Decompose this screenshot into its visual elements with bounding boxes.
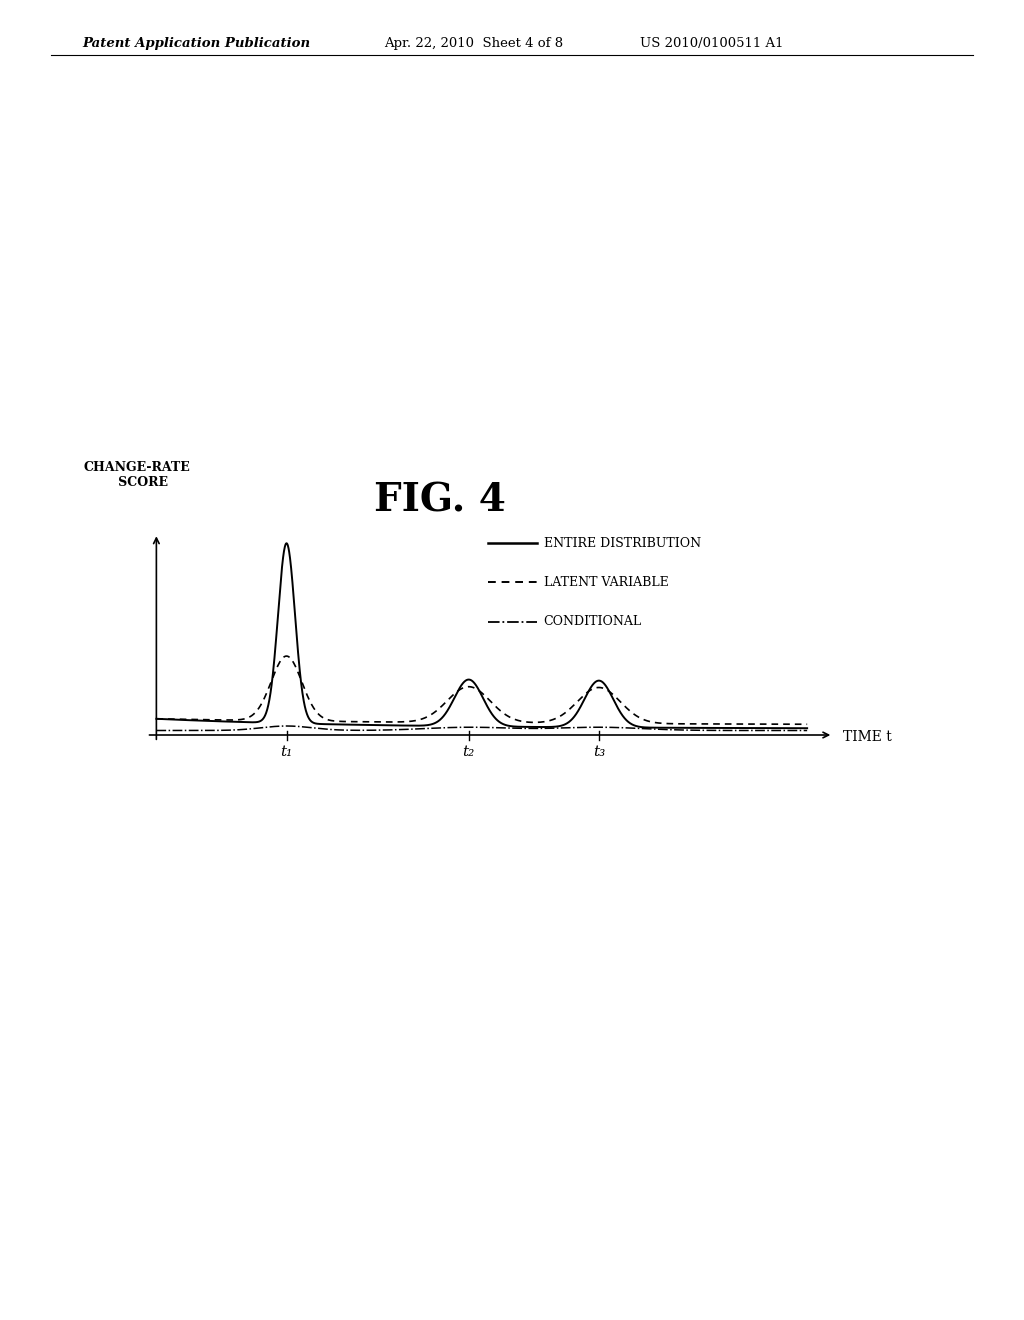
Text: t₃: t₃ bbox=[593, 744, 605, 759]
Text: LATENT VARIABLE: LATENT VARIABLE bbox=[544, 576, 669, 589]
Text: FIG. 4: FIG. 4 bbox=[375, 482, 506, 520]
Text: TIME t: TIME t bbox=[843, 730, 892, 743]
Text: ENTIRE DISTRIBUTION: ENTIRE DISTRIBUTION bbox=[544, 537, 700, 549]
Text: Apr. 22, 2010  Sheet 4 of 8: Apr. 22, 2010 Sheet 4 of 8 bbox=[384, 37, 563, 50]
Text: t₂: t₂ bbox=[463, 744, 475, 759]
Text: CONDITIONAL: CONDITIONAL bbox=[544, 615, 642, 628]
Text: US 2010/0100511 A1: US 2010/0100511 A1 bbox=[640, 37, 783, 50]
Text: Patent Application Publication: Patent Application Publication bbox=[82, 37, 310, 50]
Text: t₁: t₁ bbox=[281, 744, 293, 759]
Text: CHANGE-RATE
   SCORE: CHANGE-RATE SCORE bbox=[83, 461, 189, 488]
